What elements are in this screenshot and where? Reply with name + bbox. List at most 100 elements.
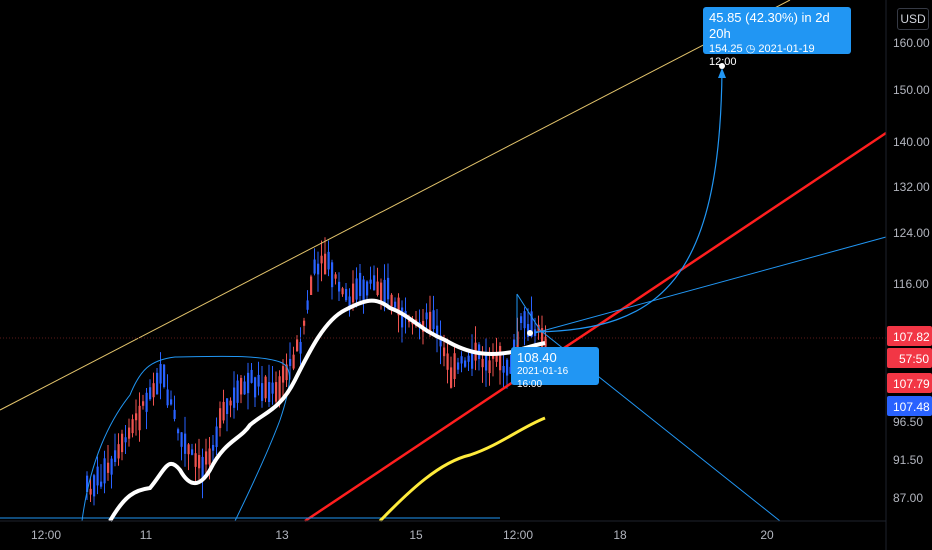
candle-body	[369, 279, 372, 284]
countdown-badge	[887, 348, 932, 368]
candle-body	[516, 331, 519, 348]
candle-body	[205, 451, 208, 465]
current-price: 108.40	[517, 350, 557, 365]
candle-body	[229, 400, 232, 406]
y-tick: 160.00	[893, 36, 930, 50]
clock-icon: ◷	[745, 42, 756, 55]
y-tick: 116.00	[893, 277, 929, 291]
candle-body	[285, 364, 288, 381]
candle-body	[345, 288, 348, 301]
candle-body	[352, 283, 355, 303]
candle-body	[376, 281, 379, 295]
candle-body	[93, 475, 96, 497]
y-tick: 150.00	[893, 83, 930, 97]
candle-body	[317, 263, 320, 275]
candle-body	[96, 466, 99, 486]
candle-body	[499, 346, 502, 371]
candle-body	[145, 392, 148, 412]
current-marker	[527, 330, 533, 336]
price-axis[interactable]: 160.00 150.00 140.00 132.00 124.00 116.0…	[893, 36, 930, 505]
candle-body	[117, 444, 120, 459]
price-badge	[887, 396, 932, 416]
candle-body	[509, 366, 512, 374]
y-tick: 91.50	[893, 453, 923, 467]
candle-body	[541, 328, 544, 349]
candle-body	[443, 347, 446, 357]
candle-body	[173, 409, 176, 419]
candle-body	[327, 251, 330, 270]
candle-body	[527, 324, 530, 337]
candle-body	[331, 262, 334, 288]
candle-body	[215, 426, 218, 448]
candle-body	[240, 377, 243, 395]
candle-body	[373, 275, 376, 291]
projection-price: 154.25	[709, 42, 743, 55]
yellow-ma-line	[378, 416, 546, 523]
y-tick: 124.00	[893, 226, 930, 240]
candle-body	[180, 432, 183, 447]
candle-body	[492, 354, 495, 359]
candle-body	[257, 374, 260, 387]
candle-body	[233, 387, 236, 408]
candle-body	[226, 398, 229, 415]
candle-body	[457, 362, 460, 370]
candle-body	[313, 259, 316, 274]
candle-body	[387, 277, 390, 300]
candle-body	[530, 311, 533, 337]
last-price-label: 107.82	[893, 330, 930, 344]
projection-change: 45.85 (42.30%) in 2d 20h	[709, 10, 830, 42]
candle-body	[194, 453, 197, 467]
candle-body	[397, 297, 400, 316]
candle-body	[429, 311, 432, 333]
candle-body	[282, 366, 285, 383]
candle-body	[152, 383, 155, 398]
candle-body	[359, 272, 362, 296]
x-tick: 11	[140, 528, 153, 542]
candle-body	[219, 408, 222, 429]
blue-envelope	[81, 355, 290, 522]
candle-body	[86, 475, 89, 492]
candle-body	[453, 353, 456, 380]
channel-line	[0, 0, 791, 411]
candle-body	[341, 288, 344, 295]
candle-body	[439, 335, 442, 347]
price-badges: 107.82 57:50 107.79 107.48	[887, 326, 932, 416]
candle-body	[243, 381, 246, 395]
blue-ray-line	[534, 236, 887, 334]
projection-time: 2021-01-19 12:00	[709, 42, 815, 69]
candle-body	[502, 366, 505, 373]
projection-detail: 154.25 ◷ 2021-01-19 12:00	[709, 43, 845, 71]
candle-body	[495, 351, 498, 362]
candle-body	[121, 433, 124, 453]
candle-body	[107, 462, 110, 473]
currency-label[interactable]: USD	[897, 8, 929, 30]
candle-body	[544, 336, 547, 347]
price-badge	[887, 373, 932, 393]
candle-body	[261, 383, 264, 401]
candle-body	[488, 360, 491, 374]
candle-body	[310, 276, 313, 295]
candle-body	[254, 377, 257, 398]
candle-body	[334, 274, 337, 279]
candle-body	[485, 352, 488, 371]
candle-body	[464, 360, 467, 367]
candle-body	[289, 358, 292, 367]
y-tick: 140.00	[893, 135, 930, 149]
x-tick: 20	[760, 528, 774, 542]
countdown-label: 57:50	[899, 352, 929, 366]
candle-body	[222, 401, 225, 421]
time-axis[interactable]: 12:00 11 13 15 12:00 18 20	[31, 528, 774, 542]
candle-body	[166, 389, 169, 406]
candle-body	[138, 405, 141, 431]
x-tick: 15	[409, 528, 423, 542]
candle-body	[390, 294, 393, 307]
candle-body	[135, 413, 138, 421]
candle-body	[100, 481, 103, 487]
candle-body	[355, 278, 358, 300]
candle-body	[191, 449, 194, 455]
candle-body	[89, 488, 92, 495]
candle-body	[142, 401, 145, 406]
candle-body	[268, 382, 271, 402]
candle-body	[131, 419, 134, 434]
